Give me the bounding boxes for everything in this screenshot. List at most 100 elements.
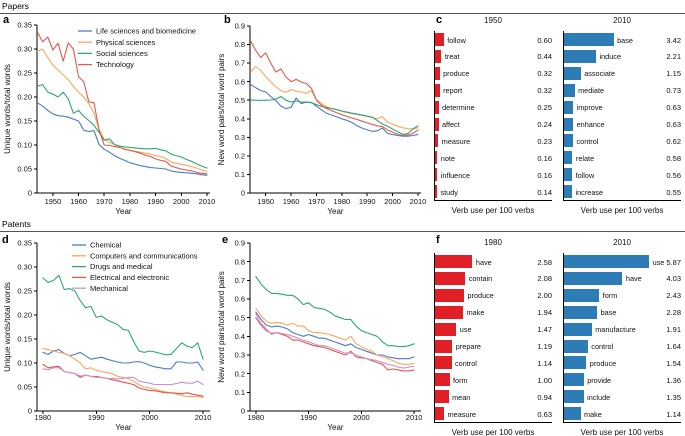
bar-row-form: form 1.00 — [435, 371, 552, 388]
bar-row-measure: measure 0.63 — [435, 405, 552, 422]
series-line-computers-and-communications — [42, 348, 204, 399]
bar-label: prepare — [455, 342, 481, 351]
bar-label: produce — [589, 358, 617, 368]
x-tick-label: 1980 — [333, 197, 350, 206]
y-tick-label: 0.4 — [235, 114, 245, 123]
bar-value: 1.94 — [537, 308, 552, 318]
bar-value: 1.15 — [666, 69, 681, 79]
bar-row-report: report 0.32 — [435, 82, 552, 99]
bar-label: use — [652, 257, 665, 267]
bar-chart-papers-2010: 2010 base 3.42 induce 2.21 associate 1.15 medi… — [563, 16, 681, 215]
bar-label: follow — [575, 170, 595, 180]
bar-label: follow — [447, 35, 466, 45]
bar — [564, 83, 575, 97]
y-tick-label: 0.10 — [17, 141, 32, 150]
bar-value: 2.21 — [666, 52, 681, 62]
bar — [435, 305, 464, 319]
section-label-papers: Papers — [2, 1, 29, 11]
x-tick-label: 1960 — [283, 197, 300, 206]
bar-label: report — [443, 86, 463, 96]
panel-letter-d: d — [2, 234, 9, 246]
bar — [564, 305, 598, 319]
bar-row-base: base 2.28 — [564, 304, 681, 321]
y-tick-label: 0.05 — [17, 383, 32, 392]
bar-label: provide — [587, 375, 612, 385]
bar-label: produce — [467, 291, 494, 301]
bar-value: 0.63 — [666, 103, 681, 113]
bar-value: 1.36 — [666, 375, 681, 385]
bar-row-mediate: mediate 0.73 — [564, 82, 681, 99]
series-line-electrical-and-electronic — [42, 363, 204, 397]
series-line-social-sciences — [249, 95, 419, 135]
x-tick-label: 2010 — [406, 413, 423, 422]
bar-row-have: have 2.58 — [435, 253, 552, 270]
bar-value: 1.19 — [537, 342, 552, 351]
bar — [564, 271, 623, 285]
series-line-chemical — [42, 349, 204, 371]
y-tick-label: 0.20 — [17, 93, 32, 102]
bar-row-mean: mean 0.94 — [435, 388, 552, 405]
bar-label: include — [587, 392, 611, 402]
bar — [435, 100, 439, 114]
bar-value: 2.08 — [537, 274, 552, 284]
bar-chart-title: 1980 — [484, 238, 502, 247]
series-line-mechanical — [255, 313, 415, 369]
bar — [435, 322, 457, 336]
bar-label: control — [455, 358, 477, 368]
bar-plot: have 2.58 contain 2.08 produce 2.00 make 1.94 us… — [434, 253, 552, 423]
bar-label: increase — [575, 187, 604, 197]
bar-label: use — [459, 325, 472, 335]
bar-value: 0.62 — [666, 136, 681, 146]
bar-label: mediate — [578, 86, 605, 96]
y-tick-label: 0.25 — [17, 287, 32, 296]
bar-value: 0.44 — [537, 52, 552, 62]
legend-label: Technology — [96, 60, 134, 69]
bar-row-produce: produce 2.00 — [435, 287, 552, 304]
bar-value: 5.87 — [666, 257, 681, 267]
bar-label: measure — [441, 136, 471, 146]
bar — [435, 49, 442, 63]
x-tick-label: 1990 — [88, 413, 105, 422]
bar-plot: follow 0.60 treat 0.44 produce 0.32 report 0.32… — [434, 31, 552, 201]
bar-chart-caption: Verb use per 100 verbs — [580, 428, 664, 436]
y-tick-label: 0.3 — [235, 133, 245, 142]
y-tick-label: 0.15 — [17, 117, 32, 126]
bar-chart-patents-1980: 1980 have 2.58 contain 2.08 produce 2.00 make 1… — [434, 238, 552, 436]
bar — [435, 151, 438, 165]
x-tick-label: 1970 — [96, 197, 113, 206]
bar-value: 0.63 — [537, 409, 552, 419]
bar-value: 0.60 — [537, 35, 552, 45]
bar-value: 0.23 — [537, 136, 552, 146]
bar — [435, 117, 439, 131]
bar — [564, 117, 574, 131]
series-line-technology — [249, 40, 419, 137]
y-tick-label: 0.7 — [235, 276, 245, 285]
bar — [564, 168, 573, 182]
y-tick-label: 0.5 — [235, 313, 245, 322]
y-tick-label: 0.2 — [235, 369, 245, 378]
bar-value: 1.47 — [537, 325, 552, 335]
bar — [564, 33, 614, 46]
bar-label: manufacture — [595, 325, 636, 335]
y-tick-label: 0.6 — [235, 77, 245, 86]
line-chart-papers-word-pairs: 0 0.1 0.2 0.3 0.4 0.5 0.6 0.7 0.8 0.9 1950 1960 1970… — [217, 22, 426, 216]
bar-row-make: make 1.94 — [435, 304, 552, 321]
y-tick-label: 0.4 — [235, 332, 245, 341]
bar-chart-patents-2010: 2010 use 5.87 have 4.03 form 2.43 base 2.28 manu… — [563, 238, 681, 436]
bar-row-produce: produce 1.54 — [564, 354, 681, 371]
bar-chart-title: 2010 — [613, 16, 631, 25]
series-line-life-sciences-and-biomedicine — [249, 83, 419, 137]
y-axis-label: New word pairs/total word pairs — [217, 54, 226, 166]
bar-value: 1.64 — [666, 342, 681, 351]
line-chart-patents-word-pairs: 0 0.1 0.2 0.3 0.4 0.5 0.6 0.7 0.8 0.9 1980 1990 2000… — [217, 239, 423, 432]
series-line-computers-and-communications — [255, 307, 415, 365]
bar-value: 1.91 — [666, 325, 681, 335]
bar — [435, 33, 444, 46]
bar-row-associate: associate 1.15 — [564, 65, 681, 82]
bar — [564, 134, 573, 148]
y-tick-label: 0 — [241, 189, 245, 198]
bar-label: have — [625, 274, 642, 284]
bar-value: 0.58 — [666, 153, 681, 163]
bar — [564, 322, 592, 336]
y-tick-label: 0.35 — [17, 21, 32, 30]
